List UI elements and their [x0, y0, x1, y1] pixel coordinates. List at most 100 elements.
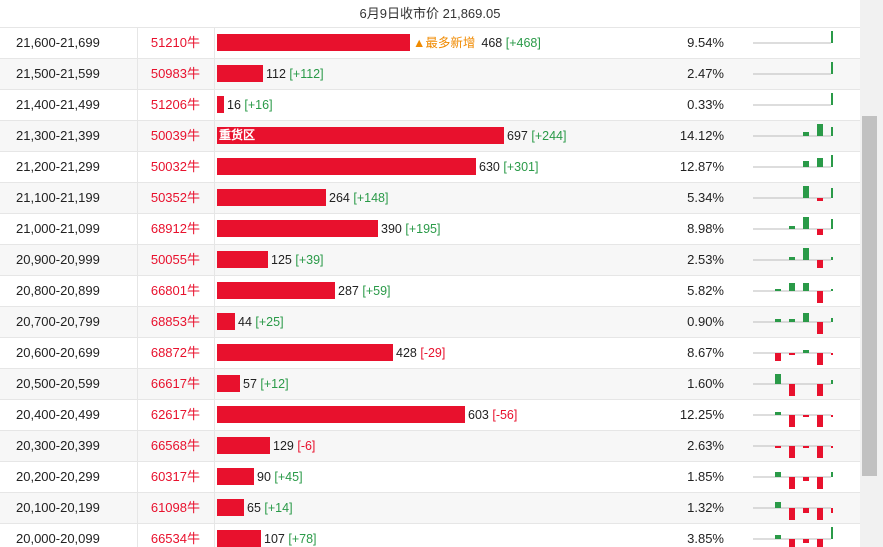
sparkline-bar — [817, 124, 823, 136]
table-row[interactable]: 20,100-20,199 61098牛 65 [+14] 1.32% — [0, 493, 860, 524]
table-row[interactable]: 20,000-20,099 66534牛 107 [+78] 3.85% — [0, 524, 860, 547]
vertical-scrollbar[interactable] — [860, 0, 883, 547]
table-row[interactable]: 21,200-21,299 50032牛 630 [+301] 12.87% — [0, 152, 860, 183]
sparkline-bar — [803, 477, 809, 481]
table-row[interactable]: 21,000-21,099 68912牛 390 [+195] 8.98% — [0, 214, 860, 245]
count-bar-area: 112 [+112] — [216, 59, 676, 89]
bull-contract-code[interactable]: 50032牛 — [137, 152, 215, 182]
sparkline-bar — [831, 31, 833, 43]
count-value: 428 — [396, 346, 417, 360]
count-bar-area: 390 [+195] — [216, 214, 676, 244]
price-range: 20,500-20,599 — [16, 376, 100, 391]
table-row[interactable]: 21,600-21,699 51210牛 ▲最多新增 468 [+468] 9.54% — [0, 28, 860, 59]
sparkline-bar — [789, 415, 795, 427]
bull-contract-code[interactable]: 50983牛 — [137, 59, 215, 89]
count-bar — [217, 251, 268, 268]
change-sparkline — [753, 502, 833, 520]
table-row[interactable]: 20,700-20,799 68853牛 44 [+25] 0.90% — [0, 307, 860, 338]
bull-contract-code[interactable]: 68853牛 — [137, 307, 215, 337]
bull-contract-code[interactable]: 66617牛 — [137, 369, 215, 399]
sparkline-bar — [817, 446, 823, 458]
heavy-zone-label: 重货区 — [219, 128, 256, 142]
change-sparkline — [753, 155, 833, 168]
change-sparkline — [753, 374, 833, 396]
sparkline-bar — [789, 283, 795, 291]
count-text: 90 [+45] — [257, 462, 303, 492]
sparkline-bar — [789, 508, 795, 520]
table-row[interactable]: 20,900-20,999 50055牛 125 [+39] 2.53% — [0, 245, 860, 276]
table-row[interactable]: 21,500-21,599 50983牛 112 [+112] 2.47% — [0, 59, 860, 90]
count-bar — [217, 158, 476, 175]
bull-contract-code[interactable]: 50055牛 — [137, 245, 215, 275]
bull-contract-code[interactable]: 50039牛 — [137, 121, 215, 151]
change-sparkline — [753, 124, 833, 137]
percentage: 12.87% — [679, 159, 724, 174]
count-bar — [217, 406, 465, 423]
sparkline-bar — [775, 472, 781, 477]
count-bar — [217, 96, 224, 113]
sparkline-bar — [831, 318, 833, 322]
table-row[interactable]: 21,100-21,199 50352牛 264 [+148] 5.34% — [0, 183, 860, 214]
count-bar — [217, 468, 254, 485]
count-text: 697 [+244] — [507, 121, 566, 151]
bull-contract-code[interactable]: 68872牛 — [137, 338, 215, 368]
count-change: [+59] — [362, 284, 391, 298]
sparkline-bar — [817, 260, 823, 268]
sparkline-bar — [831, 127, 833, 136]
change-sparkline — [753, 93, 833, 106]
count-bar — [217, 530, 261, 547]
change-sparkline — [753, 350, 833, 365]
sparkline-bar — [775, 319, 781, 322]
bull-contract-code[interactable]: 50352牛 — [137, 183, 215, 213]
sparkline-bar — [817, 353, 823, 365]
table-row[interactable]: 20,500-20,599 66617牛 57 [+12] 1.60% — [0, 369, 860, 400]
scrollbar-thumb[interactable] — [862, 116, 877, 476]
count-bar-area: 287 [+59] — [216, 276, 676, 306]
sparkline-bar — [789, 477, 795, 489]
sparkline-bar — [775, 412, 781, 415]
bull-contract-code[interactable]: 61098牛 — [137, 493, 215, 523]
table-row[interactable]: 21,400-21,499 51206牛 16 [+16] 0.33% — [0, 90, 860, 121]
count-change: [+195] — [405, 222, 441, 236]
bull-contract-code[interactable]: 51206牛 — [137, 90, 215, 120]
count-bar — [217, 375, 240, 392]
price-range: 20,300-20,399 — [16, 438, 100, 453]
count-change: [+244] — [531, 129, 567, 143]
sparkline-bar — [831, 155, 833, 167]
table-row[interactable]: 20,600-20,699 68872牛 428 [-29] 8.67% — [0, 338, 860, 369]
count-text: 287 [+59] — [338, 276, 391, 306]
count-bar — [217, 344, 393, 361]
most-new-tag: ▲最多新增 — [413, 36, 476, 50]
price-range: 20,800-20,899 — [16, 283, 100, 298]
sparkline-bar — [831, 415, 833, 417]
percentage: 14.12% — [679, 128, 724, 143]
count-change: [+45] — [274, 470, 303, 484]
count-text: 44 [+25] — [238, 307, 284, 337]
price-range: 20,100-20,199 — [16, 500, 100, 515]
count-change: [+16] — [244, 98, 273, 112]
sparkline-bar — [789, 446, 795, 458]
table-row[interactable]: 21,300-21,399 50039牛 重货区 697 [+244] 14.12% — [0, 121, 860, 152]
count-bar — [217, 437, 270, 454]
bull-contract-code[interactable]: 66801牛 — [137, 276, 215, 306]
table-row[interactable]: 20,300-20,399 66568牛 129 [-6] 2.63% — [0, 431, 860, 462]
count-text: 107 [+78] — [264, 524, 317, 547]
bull-contract-code[interactable]: 66568牛 — [137, 431, 215, 461]
count-bar — [217, 313, 235, 330]
bull-contract-code[interactable]: 60317牛 — [137, 462, 215, 492]
bull-contract-code[interactable]: 66534牛 — [137, 524, 215, 547]
table-row[interactable]: 20,200-20,299 60317牛 90 [+45] 1.85% — [0, 462, 860, 493]
table-row[interactable]: 20,400-20,499 62617牛 603 [-56] 12.25% — [0, 400, 860, 431]
count-change: [-29] — [420, 346, 446, 360]
count-bar-area: 57 [+12] — [216, 369, 676, 399]
count-bar-area: 90 [+45] — [216, 462, 676, 492]
bull-contract-code[interactable]: 51210牛 — [137, 28, 215, 58]
count-text: 630 [+301] — [479, 152, 538, 182]
sparkline-bar — [817, 198, 823, 201]
count-bar-area: 107 [+78] — [216, 524, 676, 547]
bull-contract-code[interactable]: 62617牛 — [137, 400, 215, 430]
count-change: [+14] — [264, 501, 293, 515]
sparkline-bar — [817, 415, 823, 427]
bull-contract-code[interactable]: 68912牛 — [137, 214, 215, 244]
table-row[interactable]: 20,800-20,899 66801牛 287 [+59] 5.82% — [0, 276, 860, 307]
